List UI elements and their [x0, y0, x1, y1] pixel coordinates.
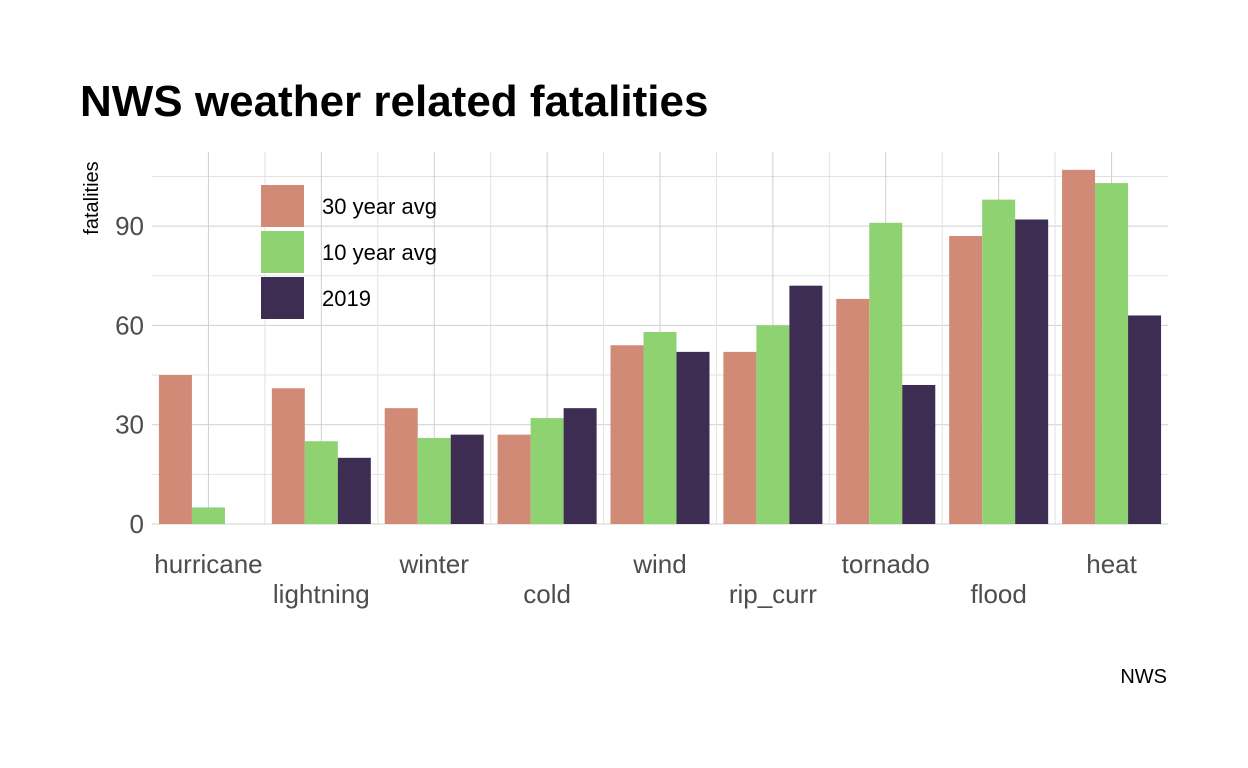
legend-key — [261, 231, 304, 273]
bar-rip_curr-0 — [723, 351, 757, 524]
bar-flood-2 — [1015, 219, 1049, 525]
chart-caption: NWS — [1120, 666, 1167, 688]
legend-label: 10 year avg — [322, 240, 437, 265]
y-axis-ticks: 0 30 60 90 — [115, 211, 144, 539]
bar-rip_curr-1 — [756, 325, 790, 524]
bar-rip_curr-2 — [789, 285, 823, 524]
x-tick-label: tornado — [842, 549, 930, 579]
legend-key — [261, 185, 304, 227]
bar-cold-1 — [530, 418, 564, 524]
bar-heat-1 — [1095, 183, 1129, 524]
legend-label: 2019 — [322, 286, 371, 311]
bar-lightning-0 — [271, 388, 305, 524]
y-tick-label: 60 — [115, 310, 144, 340]
bar-lightning-2 — [337, 457, 371, 524]
x-tick-label: hurricane — [154, 549, 262, 579]
bars — [158, 169, 1162, 525]
bar-winter-1 — [417, 437, 451, 524]
bar-winter-2 — [450, 434, 484, 524]
x-tick-label: rip_curr — [729, 579, 817, 609]
x-tick-label: winter — [399, 549, 470, 579]
x-tick-label: cold — [523, 579, 571, 609]
bar-flood-1 — [982, 199, 1016, 524]
bar-flood-0 — [949, 236, 983, 524]
legend-key — [261, 277, 304, 319]
y-tick-label: 90 — [115, 211, 144, 241]
x-tick-label: wind — [632, 549, 686, 579]
bar-cold-0 — [497, 434, 531, 524]
y-tick-label: 30 — [115, 410, 144, 440]
bar-winter-0 — [384, 408, 418, 524]
bar-heat-2 — [1128, 315, 1162, 524]
bar-wind-1 — [643, 332, 677, 524]
x-tick-label: flood — [970, 579, 1026, 609]
legend-label: 30 year avg — [322, 194, 437, 219]
y-tick-label: 0 — [130, 509, 144, 539]
bar-hurricane-1 — [191, 507, 225, 524]
bar-tornado-1 — [869, 222, 903, 525]
bar-cold-2 — [563, 408, 597, 524]
x-tick-label: heat — [1086, 549, 1137, 579]
x-axis-ticks: hurricane lightning winter cold wind rip_curr… — [154, 549, 1137, 609]
bar-hurricane-0 — [158, 375, 192, 524]
legend: 30 year avg 10 year avg 2019 — [261, 185, 437, 319]
y-axis-label: fatalities — [81, 161, 103, 234]
bar-wind-0 — [610, 345, 644, 524]
bar-wind-2 — [676, 351, 710, 524]
x-tick-label: lightning — [273, 579, 370, 609]
bar-lightning-1 — [304, 441, 338, 524]
bar-heat-0 — [1062, 169, 1096, 524]
bar-tornado-2 — [902, 384, 936, 524]
chart-title: NWS weather related fatalities — [80, 77, 708, 126]
bar-tornado-0 — [836, 298, 870, 524]
